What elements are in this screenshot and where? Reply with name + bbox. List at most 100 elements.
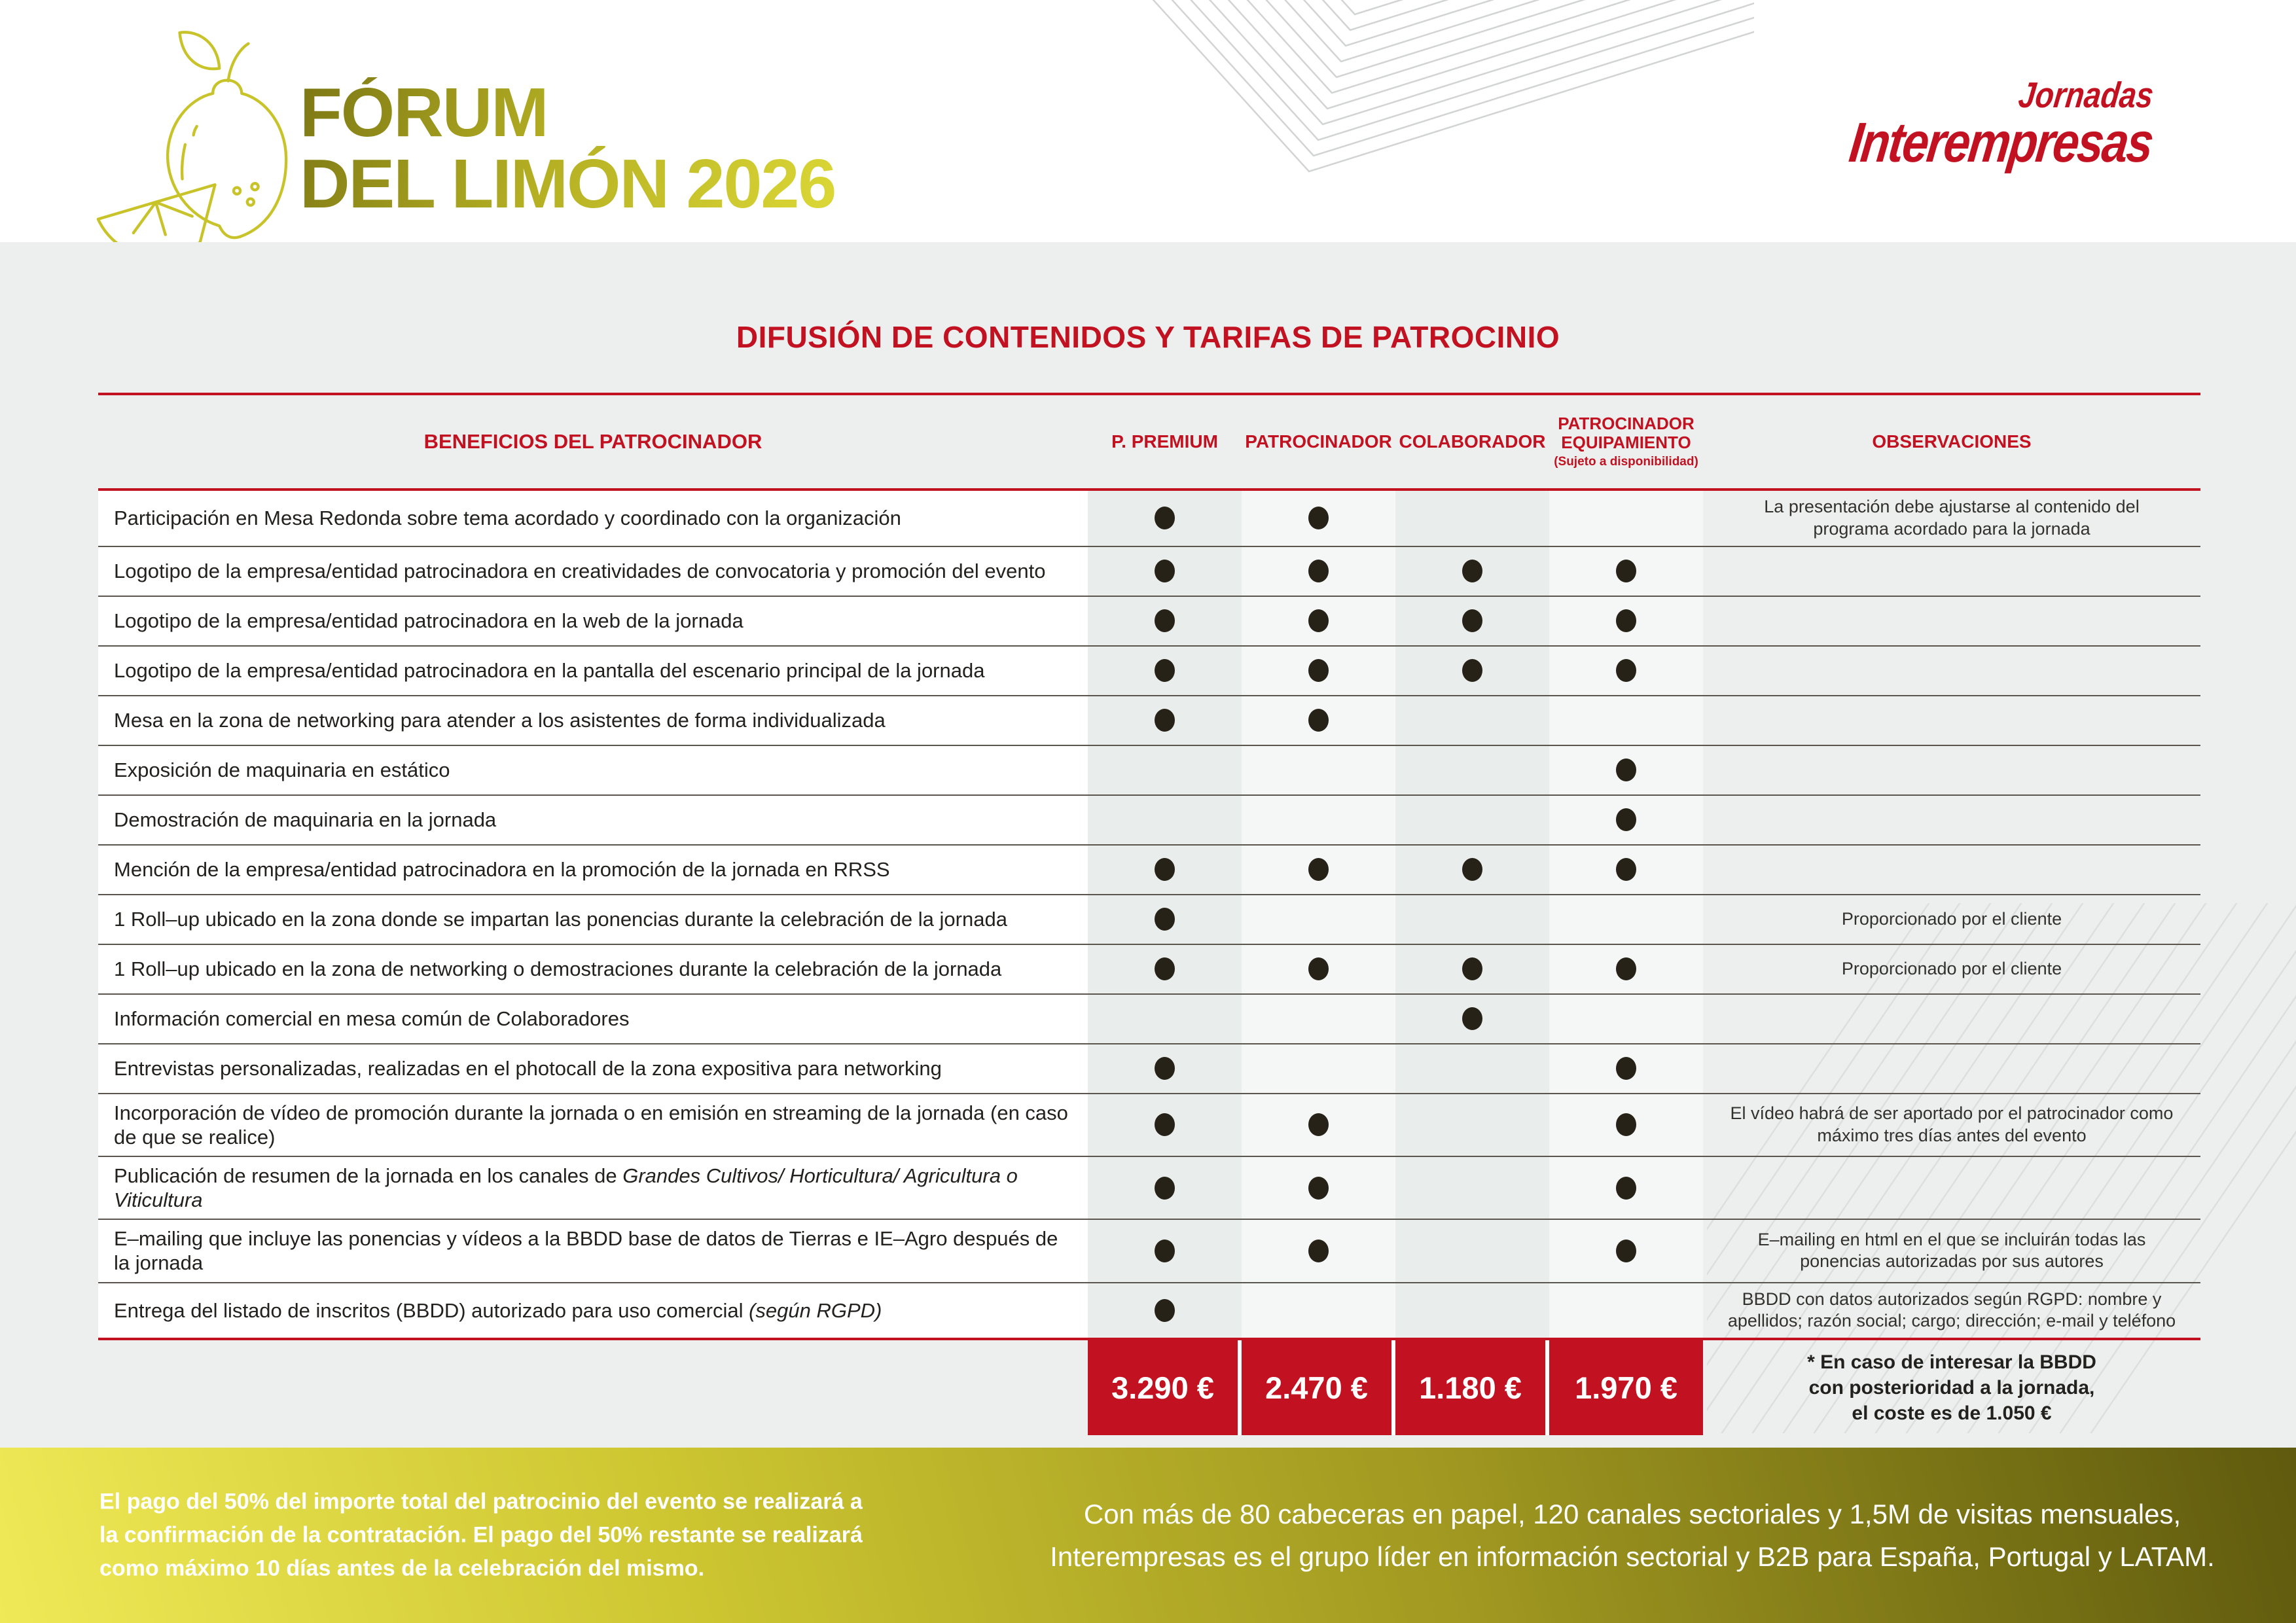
equipamiento-dot-cell <box>1549 1156 1703 1219</box>
included-dot-icon <box>1308 609 1329 632</box>
equipamiento-dot-cell <box>1549 745 1703 794</box>
premium-dot-cell <box>1088 1156 1242 1219</box>
table-row: Participación en Mesa Redonda sobre tema… <box>98 491 2200 547</box>
equipamiento-dot-cell <box>1549 491 1703 546</box>
header-premium: P. PREMIUM <box>1111 431 1218 452</box>
equipamiento-dot-cell <box>1549 596 1703 645</box>
observation-cell <box>1703 1157 2200 1219</box>
logo-interempresas: Interempresas <box>1846 111 2156 174</box>
patrocinador-dot-cell <box>1242 795 1395 844</box>
patrocinador-dot-cell <box>1242 895 1395 944</box>
event-title-line2: DEL LIMÓN 2026 <box>300 145 836 223</box>
included-dot-icon <box>1155 560 1175 582</box>
observation-cell: La presentación debe ajustarse al conten… <box>1764 497 2140 539</box>
observation-cell: E–mailing en html en el que se incluirán… <box>1757 1229 2146 1272</box>
included-dot-icon <box>1155 709 1175 732</box>
equipamiento-dot-cell <box>1549 546 1703 596</box>
benefit-cell: Incorporación de vídeo de promoción dura… <box>98 1094 1088 1156</box>
patrocinador-dot-cell <box>1242 1044 1395 1093</box>
header-equipamiento-label: PATROCINADOR EQUIPAMIENTO <box>1558 414 1695 453</box>
included-dot-icon <box>1616 1113 1636 1137</box>
equipamiento-dot-cell <box>1549 646 1703 695</box>
benefit-cell: Demostración de maquinaria en la jornada <box>98 795 1088 844</box>
included-dot-icon <box>1616 957 1636 980</box>
observation-cell: El vídeo habrá de ser aportado por el pa… <box>1730 1103 2174 1145</box>
benefit-cell: 1 Roll–up ubicado en la zona de networki… <box>98 944 1088 993</box>
colaborador-dot-cell <box>1395 944 1549 993</box>
included-dot-icon <box>1155 507 1175 530</box>
footer-band: El pago del 50% del importe total del pa… <box>0 1448 2296 1623</box>
header-colaborador: COLABORADOR <box>1399 431 1546 452</box>
included-dot-icon <box>1308 1113 1329 1137</box>
included-dot-icon <box>1308 507 1329 530</box>
colaborador-dot-cell <box>1395 646 1549 695</box>
table-body: Participación en Mesa Redonda sobre tema… <box>98 491 2200 1341</box>
observation-cell <box>1703 746 2200 794</box>
table-row: Entrega del listado de inscritos (BBDD) … <box>98 1283 2200 1338</box>
colaborador-dot-cell <box>1395 1220 1549 1282</box>
company-claim-text: Con más de 80 cabeceras en papel, 120 ca… <box>1050 1498 2215 1572</box>
equipamiento-dot-cell <box>1549 845 1703 894</box>
included-dot-icon <box>1616 1239 1636 1262</box>
patrocinador-dot-cell <box>1242 491 1395 546</box>
included-dot-icon <box>1155 908 1175 931</box>
equipamiento-dot-cell <box>1549 895 1703 944</box>
price-patrocinador: 2.470 € <box>1242 1340 1395 1436</box>
premium-dot-cell <box>1088 944 1242 993</box>
colaborador-dot-cell <box>1395 895 1549 944</box>
benefit-cell: Logotipo de la empresa/entidad patrocina… <box>98 546 1088 596</box>
included-dot-icon <box>1155 957 1175 980</box>
premium-dot-cell <box>1088 994 1242 1043</box>
table-header-row: BENEFICIOS DEL PATROCINADOR P. PREMIUM P… <box>98 393 2200 491</box>
included-dot-icon <box>1308 858 1329 881</box>
colaborador-dot-cell <box>1395 491 1549 546</box>
header-equipamiento: PATROCINADOR EQUIPAMIENTO (Sujeto a disp… <box>1549 409 1703 474</box>
section-title: DIFUSIÓN DE CONTENIDOS Y TARIFAS DE PATR… <box>736 320 1560 354</box>
price-equipamiento: 1.970 € <box>1549 1340 1703 1436</box>
included-dot-icon <box>1155 1176 1175 1200</box>
included-dot-icon <box>1155 609 1175 632</box>
included-dot-icon <box>1308 709 1329 732</box>
premium-dot-cell <box>1088 1220 1242 1282</box>
benefit-cell: E–mailing que incluye las ponencias y ví… <box>98 1220 1088 1282</box>
included-dot-icon <box>1616 659 1636 682</box>
included-dot-icon <box>1308 1239 1329 1262</box>
table-row: Entrevistas personalizadas, realizadas e… <box>98 1044 2200 1094</box>
included-dot-icon <box>1616 808 1636 831</box>
colaborador-dot-cell <box>1395 546 1549 596</box>
premium-dot-cell <box>1088 795 1242 844</box>
included-dot-icon <box>1155 1298 1175 1322</box>
table-row: Logotipo de la empresa/entidad patrocina… <box>98 546 2200 597</box>
colaborador-dot-cell <box>1395 596 1549 645</box>
observation-cell <box>1703 796 2200 844</box>
header-equipamiento-note: (Sujeto a disponibilidad) <box>1554 454 1698 469</box>
observation-cell <box>1703 647 2200 695</box>
table-row: 1 Roll–up ubicado en la zona de networki… <box>98 944 2200 995</box>
premium-dot-cell <box>1088 895 1242 944</box>
included-dot-icon <box>1308 957 1329 980</box>
equipamiento-dot-cell <box>1549 944 1703 993</box>
patrocinador-dot-cell <box>1242 1156 1395 1219</box>
colaborador-dot-cell <box>1395 1283 1549 1338</box>
included-dot-icon <box>1308 659 1329 682</box>
included-dot-icon <box>1308 1176 1329 1200</box>
observation-cell <box>1703 995 2200 1043</box>
table-row: 1 Roll–up ubicado en la zona donde se im… <box>98 895 2200 945</box>
included-dot-icon <box>1616 1057 1636 1080</box>
benefit-cell: Entrega del listado de inscritos (BBDD) … <box>98 1283 1088 1338</box>
table-row: Mención de la empresa/entidad patrocinad… <box>98 845 2200 895</box>
included-dot-icon <box>1462 609 1482 632</box>
price-row-spacer <box>98 1340 1088 1435</box>
patrocinador-dot-cell <box>1242 696 1395 745</box>
premium-dot-cell <box>1088 696 1242 745</box>
premium-dot-cell <box>1088 745 1242 794</box>
included-dot-icon <box>1155 1239 1175 1262</box>
included-dot-icon <box>1308 560 1329 582</box>
included-dot-icon <box>1616 560 1636 582</box>
equipamiento-dot-cell <box>1549 1044 1703 1093</box>
included-dot-icon <box>1616 758 1636 781</box>
table-row: Incorporación de vídeo de promoción dura… <box>98 1094 2200 1157</box>
header-observaciones: OBSERVACIONES <box>1872 431 2032 452</box>
patrocinador-dot-cell <box>1242 944 1395 993</box>
observation-cell <box>1703 597 2200 645</box>
